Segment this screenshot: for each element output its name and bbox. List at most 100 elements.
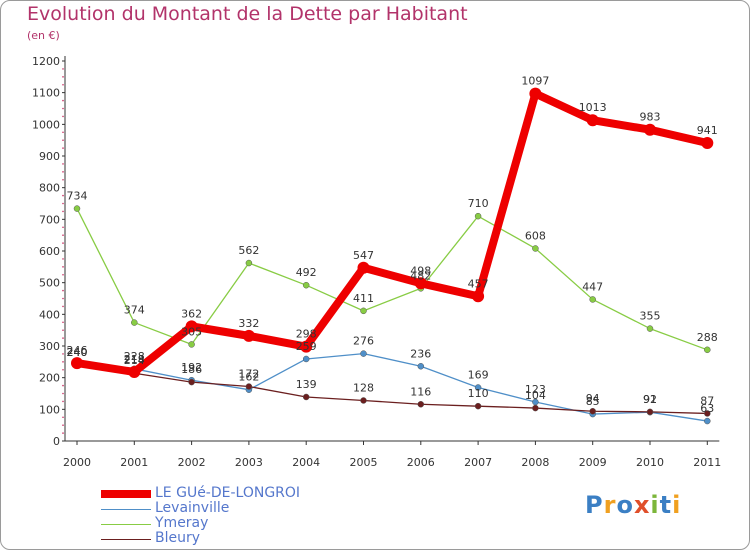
data-point [704,346,711,354]
data-label: 240 [67,346,88,359]
data-point [71,357,83,370]
y-minor-tick [62,321,64,324]
data-point [644,123,656,136]
data-label: 85 [586,395,600,408]
x-tick-label: 2009 [579,456,607,469]
data-point [701,137,714,150]
data-label: 276 [353,335,374,348]
data-label: 447 [582,280,603,293]
data-point [242,329,255,342]
data-point [360,307,367,315]
data-point [300,340,313,353]
data-point [73,205,81,212]
y-tick-label: 600 [39,245,60,258]
y-minor-tick [62,368,64,371]
y-minor-tick [62,210,64,213]
x-tick-label: 2007 [464,456,492,469]
x-tick-label: 2004 [292,456,320,469]
data-label: 498 [410,264,431,277]
data-label: 139 [296,378,317,391]
x-tick-label: 2002 [178,456,206,469]
data-label: 411 [353,292,374,305]
x-tick-label: 2001 [120,456,148,469]
data-point [586,114,599,127]
y-minor-tick [62,266,64,268]
legend-label: Bleury [155,530,201,546]
y-minor-tick [62,226,64,229]
data-label: 94 [586,392,600,405]
data-point [417,401,425,408]
y-tick-label: 800 [39,182,60,195]
data-label: 362 [181,307,202,320]
data-label: 355 [640,310,661,323]
y-tick-label: 700 [39,213,60,226]
data-point [302,355,310,363]
data-label: 305 [181,325,202,338]
data-point [188,341,195,348]
data-label: 983 [640,111,661,124]
x-tick-label: 2005 [350,456,378,469]
legend-swatch [101,524,151,525]
data-label: 547 [353,249,374,262]
data-label: 128 [353,381,374,394]
legend-swatch [101,539,151,540]
data-label: 218 [124,353,145,366]
data-label: 492 [296,266,317,279]
data-label: 562 [238,244,259,257]
y-minor-tick [62,329,64,331]
series-line [76,207,708,351]
data-point [131,319,138,326]
data-point [529,87,542,100]
data-point [188,378,195,386]
y-minor-tick [62,432,64,434]
data-label: 192 [181,361,202,374]
data-label: 298 [296,328,317,341]
data-point [302,281,310,289]
data-label: 608 [525,229,546,242]
y-tick-label: 1100 [32,87,60,100]
y-minor-tick [62,400,64,403]
data-point [532,404,539,412]
y-minor-tick [62,297,64,300]
data-label: 169 [468,368,489,381]
y-minor-tick [62,163,64,165]
y-minor-tick [62,83,64,86]
data-label: 87 [700,394,714,407]
y-minor-tick [62,234,64,236]
y-minor-tick [62,353,64,355]
data-point [474,212,482,220]
y-tick-label: 1000 [32,118,60,131]
data-label: 246 [67,344,88,357]
series-line [76,364,708,415]
data-label: 228 [124,350,145,363]
data-label: 374 [124,304,145,317]
data-point [532,245,539,252]
y-tick-label: 0 [53,435,60,448]
data-point [185,320,198,333]
legend-label: Levainville [155,500,230,516]
y-minor-tick [62,147,64,149]
y-tick-label: 500 [39,277,60,290]
series-line [76,352,708,422]
y-minor-tick [62,416,64,419]
data-label: 214 [124,354,145,367]
data-point [302,393,310,401]
data-label: 236 [410,347,431,360]
data-point [245,383,253,390]
data-label: 288 [697,331,718,344]
y-minor-tick [62,107,64,110]
data-point [414,277,427,290]
chart-subtitle: (en €) [27,29,60,42]
data-label: 482 [410,269,431,282]
y-minor-tick [62,99,64,102]
y-minor-tick [62,139,64,141]
data-point [245,259,253,267]
y-minor-tick [62,273,64,276]
x-tick-label: 2006 [407,456,435,469]
y-minor-tick [62,337,64,339]
data-point [474,384,482,391]
x-tick-label: 2000 [63,456,91,469]
data-point [646,408,654,416]
